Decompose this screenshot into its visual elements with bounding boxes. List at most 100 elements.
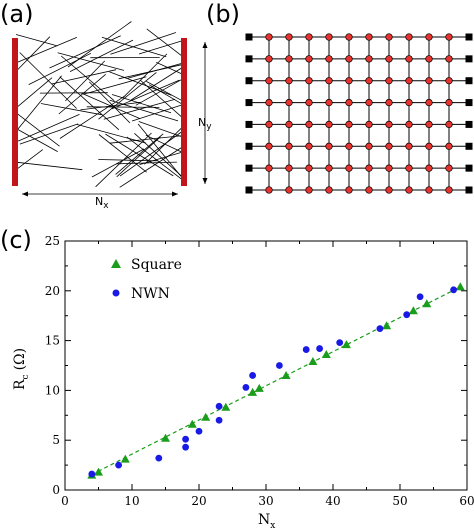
- nanowire: [58, 73, 106, 115]
- lattice-terminal: [465, 186, 473, 194]
- lattice-node: [285, 33, 293, 41]
- nx-arrow-right-icon: [172, 191, 178, 197]
- nwn-point: [450, 286, 457, 294]
- lattice-node: [305, 186, 313, 194]
- nanowire: [156, 62, 185, 76]
- lattice-node: [345, 98, 353, 107]
- lattice-node: [365, 164, 373, 172]
- lattice-node: [305, 120, 313, 129]
- x-axis-label: Nx: [258, 512, 275, 528]
- nwn-point: [403, 311, 411, 319]
- lattice-terminal: [465, 33, 473, 41]
- y-tick-label: 10: [45, 383, 60, 397]
- nanowire: [111, 94, 172, 114]
- square-point: [187, 419, 197, 428]
- nanowire: [146, 28, 185, 58]
- nanowire: [138, 121, 185, 138]
- nanowire: [15, 112, 60, 147]
- nanowire: [145, 134, 185, 154]
- nanowires: [15, 21, 185, 188]
- lattice-terminal: [245, 164, 253, 172]
- lattice-node: [325, 164, 333, 172]
- nanowire: [77, 124, 147, 144]
- panel-b-label: (b): [206, 0, 240, 28]
- square-point: [201, 412, 211, 421]
- axis-ticks: 0 10 20 30 40 50 60 0 5 10 15 20 25: [45, 234, 474, 508]
- nanowire: [111, 79, 180, 110]
- nanowire: [130, 66, 185, 101]
- lattice-node: [425, 142, 433, 150]
- panel-b: (b): [206, 0, 473, 194]
- nanowire: [110, 32, 177, 55]
- lattice-terminal: [245, 120, 253, 128]
- lattice-node: [345, 33, 353, 41]
- y-tick-label: 20: [45, 284, 60, 298]
- lattice-terminal: [245, 33, 253, 41]
- lattice-node: [405, 120, 413, 129]
- nanowire: [51, 69, 117, 85]
- lattice-node: [405, 33, 413, 41]
- lattice-node: [425, 186, 433, 194]
- lattice-node: [365, 142, 373, 150]
- nanowire: [105, 133, 174, 177]
- square-point: [382, 321, 392, 330]
- nanowire: [122, 53, 168, 98]
- lattice-node: [325, 120, 333, 129]
- lattice-node: [365, 55, 373, 63]
- legend-square-marker-icon: [111, 259, 121, 268]
- lattice-terminal: [465, 55, 473, 63]
- lattice-node: [325, 142, 333, 150]
- nanowire: [109, 99, 179, 122]
- lattice-node: [445, 164, 453, 172]
- nanowire: [116, 136, 161, 178]
- nanowire: [115, 133, 164, 175]
- lattice-terminal: [465, 164, 473, 172]
- lattice-node: [285, 164, 293, 172]
- nanowire: [91, 148, 145, 178]
- nwn-point: [88, 470, 96, 478]
- legend-square-label: Square: [131, 257, 182, 273]
- square-point: [161, 433, 170, 442]
- ny-arrow-up-icon: [202, 42, 208, 48]
- nx-dimension-label: Nx: [95, 195, 109, 211]
- lattice-node: [445, 77, 453, 85]
- nwn-point: [416, 293, 424, 301]
- ny-arrow-down-icon: [202, 178, 208, 184]
- square-point: [422, 299, 432, 308]
- x-tick-label: 30: [258, 494, 273, 508]
- lattice-node: [385, 98, 393, 107]
- lattice-node: [425, 33, 433, 41]
- square-point: [408, 306, 418, 315]
- x-tick-label: 40: [325, 494, 340, 508]
- lattice-node: [265, 186, 273, 194]
- square-point: [321, 350, 331, 358]
- x-tick-label: 0: [61, 494, 69, 508]
- lattice-node: [285, 77, 293, 85]
- y-tick-label: 5: [52, 433, 60, 447]
- right-electrode: [181, 38, 187, 186]
- lattice-node: [385, 164, 393, 172]
- nanowire: [119, 131, 182, 177]
- nanowire: [59, 76, 120, 131]
- lattice-node: [265, 120, 273, 129]
- y-tick-label: 25: [45, 234, 60, 248]
- square-point: [308, 357, 318, 365]
- lattice-node: [425, 164, 433, 172]
- nanowire: [15, 34, 58, 47]
- lattice-terminal: [465, 99, 473, 107]
- nanowire: [80, 92, 141, 120]
- nanowire: [127, 62, 185, 79]
- nanowire: [134, 133, 185, 179]
- nwn-point: [182, 435, 190, 443]
- fit-line-dashed: [91, 286, 461, 476]
- panel-a-label: (a): [0, 0, 33, 28]
- lattice-terminal: [465, 120, 473, 128]
- nanowire: [65, 60, 106, 102]
- square-point: [221, 402, 231, 411]
- lattice-node: [445, 120, 453, 129]
- nwn-point: [249, 372, 256, 379]
- data-points: [87, 282, 465, 479]
- lattice-node: [385, 77, 393, 85]
- lattice-node: [425, 77, 433, 85]
- lattice-node: [445, 33, 453, 41]
